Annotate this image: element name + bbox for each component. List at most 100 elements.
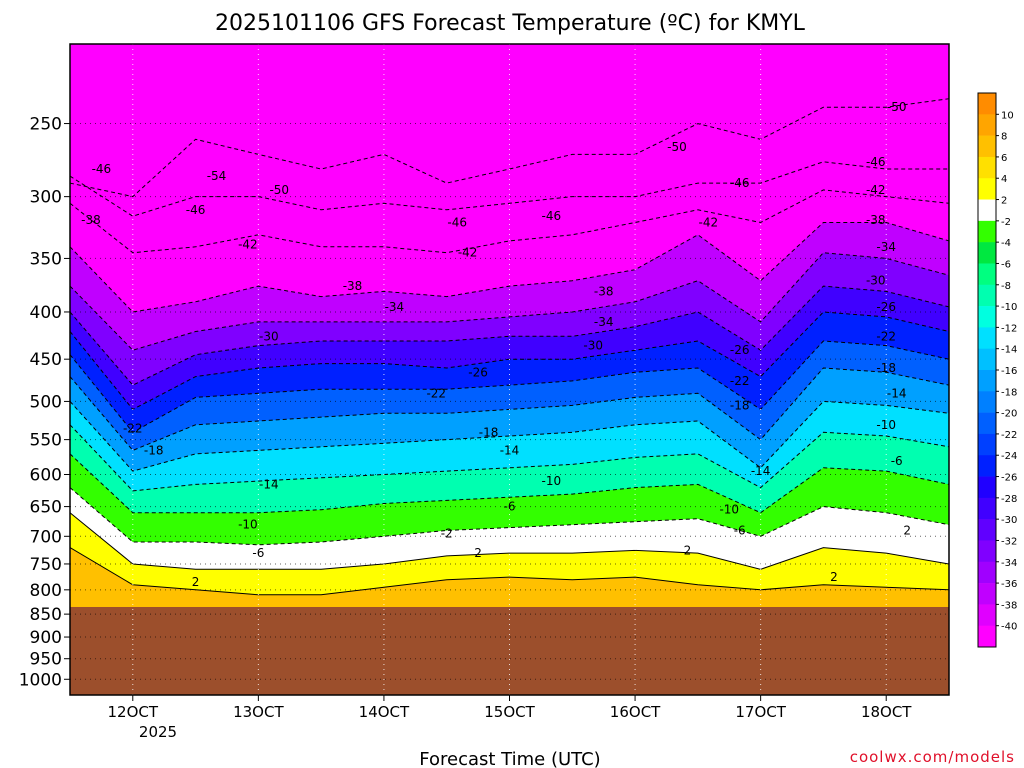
contour-label: -42 — [458, 246, 478, 260]
contour-label: -34 — [594, 315, 614, 329]
colorbar: 10 8 6 4 2 -2 -4 -6 -8 -10 -12 -14 -16 -18 -20 -22 -24 -2… — [977, 92, 1017, 648]
y-tick-label: 1000 — [19, 670, 62, 690]
colorbar-tick-label: -16 — [1001, 366, 1017, 377]
y-tick-label: 250 — [30, 115, 62, 135]
y-tick-label: 550 — [30, 431, 62, 451]
colorbar-swatch — [978, 284, 996, 307]
colorbar-swatch — [978, 412, 996, 435]
y-tick-label: 700 — [30, 527, 62, 547]
colorbar-swatch — [978, 242, 996, 264]
isotherm-line — [70, 400, 949, 472]
contour-label: -14 — [259, 477, 279, 491]
colorbar-tick-label: -22 — [1001, 430, 1017, 441]
contour-label: 2 — [192, 575, 200, 589]
colorbar-tick-label: 6 — [1001, 153, 1007, 164]
isotherm-line — [70, 547, 949, 596]
contour-label: -42 — [699, 216, 719, 230]
contour-label: -46 — [730, 176, 750, 190]
grid-lines — [70, 44, 949, 695]
y-tick-label: 500 — [30, 392, 62, 412]
isotherm-line — [70, 285, 949, 386]
contour-label: -54 — [207, 169, 227, 183]
contour-label: 2 — [830, 570, 838, 584]
colorbar-swatch — [978, 625, 996, 648]
colorbar-swatch — [978, 455, 996, 477]
y-tick-label: 750 — [30, 555, 62, 575]
y-tick-label: 650 — [30, 498, 62, 518]
colorbar-swatch — [978, 156, 996, 179]
colorbar-tick-label: 4 — [1001, 174, 1007, 185]
contour-label: -34 — [876, 240, 896, 254]
colorbar-swatch — [978, 306, 996, 328]
contour-label: -10 — [719, 503, 739, 517]
y-tick-label: 600 — [30, 466, 62, 486]
contour-label: -2 — [441, 526, 453, 540]
contour-label: -18 — [479, 425, 499, 439]
isotherm-line — [70, 161, 949, 217]
contour-labels: -46 -54 -50 -46 -38 -42 -46 -46 -42 -38 -34 -30 -26 -… — [81, 100, 911, 589]
colorbar-tick-label: -32 — [1001, 536, 1017, 547]
colorbar-swatch — [978, 135, 996, 158]
x-tick-label: 14OCT — [359, 703, 410, 721]
y-tick-label: 950 — [30, 650, 62, 670]
isotherm-line — [70, 424, 949, 492]
contour-label: -14 — [751, 464, 771, 478]
colorbar-swatch — [978, 433, 996, 456]
colorbar-swatch — [978, 93, 996, 115]
x-tick-label: 17OCT — [735, 703, 786, 721]
y-tick-label: 450 — [30, 350, 62, 370]
colorbar-tick-label: -4 — [1001, 238, 1011, 249]
contour-label: -18 — [144, 443, 164, 457]
colorbar-swatch — [978, 348, 996, 371]
contour-label: -46 — [92, 162, 112, 176]
colorbar-tick-label: -36 — [1001, 579, 1017, 590]
contour-label: 2 — [474, 546, 482, 560]
colorbar-tick-label: -18 — [1001, 387, 1017, 398]
temperature-field — [70, 44, 949, 695]
colorbar-swatch — [978, 391, 996, 413]
contour-label: -26 — [876, 300, 896, 314]
colorbar-tick-label: -10 — [1001, 302, 1017, 313]
colorbar-swatch — [978, 220, 996, 243]
contour-label: -10 — [238, 518, 258, 532]
y-tick-label: 300 — [30, 188, 62, 208]
contour-label: -38 — [594, 284, 614, 298]
colorbar-tick-label: 10 — [1001, 110, 1014, 121]
x-tick-label: 13OCT — [233, 703, 284, 721]
colorbar-swatch — [978, 604, 996, 626]
y-tick-label: 400 — [30, 303, 62, 323]
contour-label: -38 — [343, 279, 363, 293]
isotherm-line — [70, 340, 949, 433]
contour-label: -26 — [468, 365, 488, 379]
contour-label: -50 — [269, 183, 289, 197]
contour-label: -46 — [542, 209, 562, 223]
contour-label: -30 — [583, 339, 603, 353]
isotherm-line — [70, 189, 949, 254]
colorbar-tick-label: 8 — [1001, 132, 1007, 143]
contour-label: -46 — [447, 216, 467, 230]
colorbar-tick-label: -14 — [1001, 345, 1017, 356]
contour-label: -46 — [186, 203, 206, 217]
colorbar-swatch — [978, 370, 996, 392]
chart-title: 2025101106 GFS Forecast Temperature (ºC)… — [215, 11, 806, 36]
contour-label: -38 — [866, 213, 886, 227]
colorbar-swatch — [978, 519, 996, 541]
colorbar-swatch — [978, 540, 996, 563]
y-tick-label: 850 — [30, 605, 62, 625]
colorbar-tick-label: -20 — [1001, 409, 1017, 420]
isotherm-line — [70, 252, 949, 351]
colorbar-swatch — [978, 561, 996, 584]
x-tick-label: 16OCT — [610, 703, 661, 721]
colorbar-tick-label: -28 — [1001, 494, 1017, 505]
contour-label: -30 — [259, 329, 279, 343]
colorbar-tick-label: -30 — [1001, 515, 1017, 526]
below-ground-area — [70, 606, 949, 695]
contour-label: -6 — [891, 454, 903, 468]
x-tick-label: 15OCT — [484, 703, 535, 721]
contour-label: -42 — [866, 183, 886, 197]
colorbar-tick-label: -26 — [1001, 473, 1017, 484]
colorbar-swatch — [978, 114, 996, 136]
contour-label: -6 — [504, 500, 516, 514]
colorbar-swatch — [978, 476, 996, 499]
